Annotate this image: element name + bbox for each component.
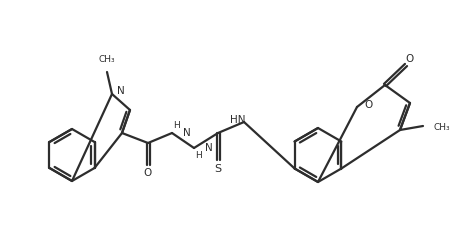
Text: N: N: [183, 128, 191, 138]
Text: N: N: [205, 143, 213, 153]
Text: H: H: [196, 151, 202, 161]
Text: N: N: [117, 86, 125, 96]
Text: O: O: [144, 168, 152, 178]
Text: O: O: [406, 54, 414, 64]
Text: H: H: [173, 120, 180, 130]
Text: O: O: [364, 100, 372, 110]
Text: CH₃: CH₃: [99, 55, 115, 64]
Text: HN: HN: [230, 115, 246, 125]
Text: CH₃: CH₃: [433, 123, 449, 133]
Text: S: S: [214, 164, 222, 174]
